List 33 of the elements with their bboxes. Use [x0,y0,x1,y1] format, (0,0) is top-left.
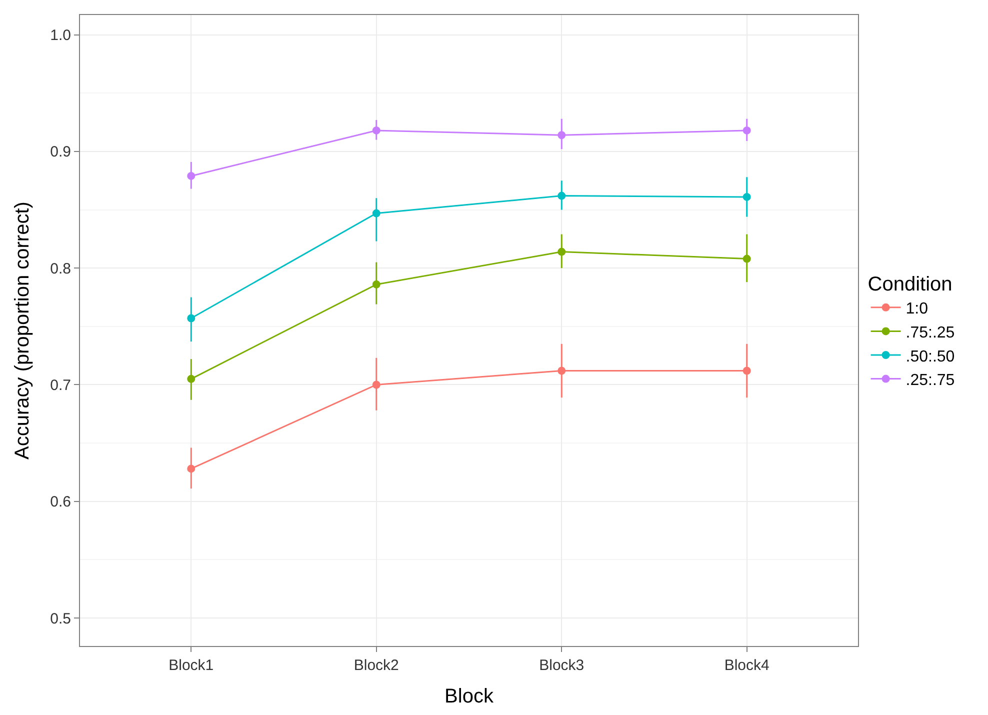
y-tick-label: 0.6 [50,494,71,511]
x-tick-label: Block3 [539,657,584,674]
point [372,209,380,218]
point [187,172,196,180]
y-tick-label: 0.5 [50,610,71,628]
point [742,192,751,201]
x-axis-title: Block [444,686,494,708]
point [187,374,196,383]
y-tick-label: 0.7 [50,376,71,394]
legend-label: 1:0 [906,300,928,318]
x-tick-label: Block2 [354,657,399,674]
legend-title: Condition [868,274,952,296]
point [742,126,751,134]
point [372,280,380,288]
point [372,126,380,134]
x-tick-label: Block4 [724,657,770,674]
point [742,366,751,375]
y-tick-label: 0.8 [50,260,71,278]
point [187,314,196,322]
x-tick-label: Block1 [168,657,214,674]
legend-label: .25:.75 [906,372,955,390]
point [372,380,380,389]
point [187,464,196,473]
point [558,248,566,256]
y-axis-title: Accuracy (proportion correct) [12,202,34,460]
y-tick-label: 0.9 [50,144,71,161]
y-tick-label: 1.0 [50,27,71,44]
legend-label: .75:.25 [906,324,955,342]
legend-label: .50:.50 [906,348,955,366]
point [558,366,566,375]
point [742,254,751,263]
point [558,131,566,140]
point [558,192,566,200]
